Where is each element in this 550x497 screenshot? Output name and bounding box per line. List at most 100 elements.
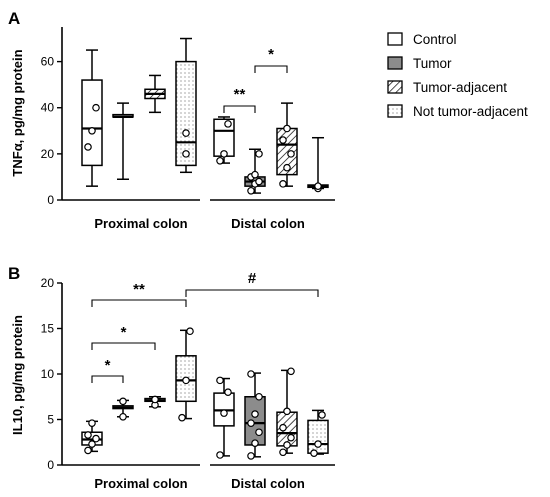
data-point — [88, 127, 96, 135]
data-point — [182, 129, 190, 137]
legend-label: Control — [413, 32, 457, 47]
bracket-line — [91, 342, 156, 350]
y-tick-label: 0 — [47, 193, 54, 207]
box-iqr — [307, 419, 329, 454]
legend-swatch — [387, 104, 403, 118]
data-point — [251, 439, 259, 447]
data-point — [182, 376, 190, 385]
data-point — [84, 446, 92, 455]
data-point — [318, 411, 326, 419]
y-tick-label: 20 — [41, 147, 55, 161]
data-point — [255, 177, 263, 186]
significance-bracket: * — [254, 46, 288, 73]
data-point — [283, 407, 291, 416]
panel-letter: A — [8, 9, 20, 28]
significance-label: ** — [133, 281, 145, 298]
significance-bracket: # — [185, 270, 319, 297]
legend-label: Tumor — [413, 56, 452, 71]
y-tick-label: 10 — [41, 367, 55, 381]
data-point — [84, 431, 92, 439]
legend-item: Tumor-adjacent — [387, 80, 507, 95]
y-tick-label: 40 — [41, 101, 55, 115]
data-point — [251, 410, 259, 418]
data-point — [279, 448, 287, 457]
significance-label: # — [248, 270, 257, 287]
box-tumor — [244, 370, 266, 460]
significance-bracket: * — [91, 357, 124, 383]
panel-letter: B — [8, 264, 20, 283]
data-point — [279, 423, 287, 432]
data-point — [119, 412, 127, 421]
data-point — [310, 449, 318, 457]
box-tumor — [112, 397, 134, 421]
data-point — [283, 163, 291, 172]
legend-label: Not tumor-adjacent — [413, 104, 528, 119]
data-point — [247, 452, 255, 460]
y-tick-label: 5 — [47, 413, 54, 427]
data-point — [279, 180, 287, 188]
data-point — [220, 150, 228, 158]
x-group-label: Distal colon — [231, 476, 305, 491]
legend-item: Control — [387, 32, 457, 47]
bracket-line — [223, 105, 256, 113]
data-point — [287, 150, 295, 158]
box-control — [81, 49, 103, 187]
data-point — [182, 150, 190, 158]
data-point — [287, 367, 295, 376]
box-tumor-adjacent — [276, 367, 298, 457]
box-tumor — [244, 148, 266, 195]
data-point — [247, 419, 255, 427]
x-group-label: Distal colon — [231, 216, 305, 231]
data-point — [314, 440, 322, 448]
data-point — [119, 397, 127, 406]
significance-label: * — [105, 357, 111, 374]
data-point — [216, 376, 224, 385]
legend-label: Tumor-adjacent — [413, 80, 507, 95]
significance-label: * — [121, 324, 127, 341]
data-point — [287, 433, 295, 442]
significance-bracket: ** — [91, 281, 187, 307]
box-tumor-adjacent — [276, 102, 298, 188]
bracket-line — [91, 299, 187, 307]
data-point — [216, 156, 224, 165]
y-tick-label: 20 — [41, 276, 55, 290]
legend-swatch — [387, 32, 403, 46]
box-tumor-adjacent — [144, 395, 166, 409]
data-point — [84, 143, 92, 151]
data-point — [314, 182, 322, 190]
data-point — [186, 327, 194, 336]
box-tumor-adjacent — [144, 74, 166, 114]
legend-swatch — [387, 56, 403, 70]
data-point — [88, 440, 96, 448]
y-axis-label: TNFα, pg/mg protein — [10, 49, 25, 176]
data-point — [279, 136, 287, 144]
data-point — [92, 103, 100, 112]
box-control — [81, 419, 103, 455]
panel-b: B 0 5 10 15 20 IL10, pg/mg protein Proximal col… — [8, 264, 335, 491]
legend-item: Tumor — [387, 56, 452, 71]
significance-label: ** — [234, 86, 246, 103]
data-point — [178, 413, 186, 422]
x-group-label: Proximal colon — [94, 216, 187, 231]
panel-a: A 0 20 40 60 TNFα, pg/mg protein Proximal colo… — [8, 9, 335, 231]
box-control — [213, 116, 235, 165]
box-not-tumor-adjacent — [175, 327, 197, 422]
bracket-line — [185, 289, 319, 297]
y-axis-label: IL10, pg/mg protein — [10, 315, 25, 435]
box-control — [213, 376, 235, 459]
bracket-line — [254, 65, 288, 73]
box-tumor — [112, 102, 134, 180]
x-group-label: Proximal colon — [94, 476, 187, 491]
data-point — [224, 388, 232, 397]
legend: Control Tumor Tumor-adjacent Not tumor-adja… — [387, 32, 528, 119]
data-point — [255, 392, 263, 401]
significance-label: * — [268, 46, 274, 63]
legend-item: Not tumor-adjacent — [387, 104, 528, 119]
y-tick-label: 15 — [41, 322, 55, 336]
data-point — [247, 186, 255, 195]
data-point — [255, 428, 263, 437]
data-point — [283, 441, 291, 449]
box-iqr — [175, 60, 197, 167]
data-point — [88, 419, 96, 427]
data-point — [224, 120, 232, 128]
